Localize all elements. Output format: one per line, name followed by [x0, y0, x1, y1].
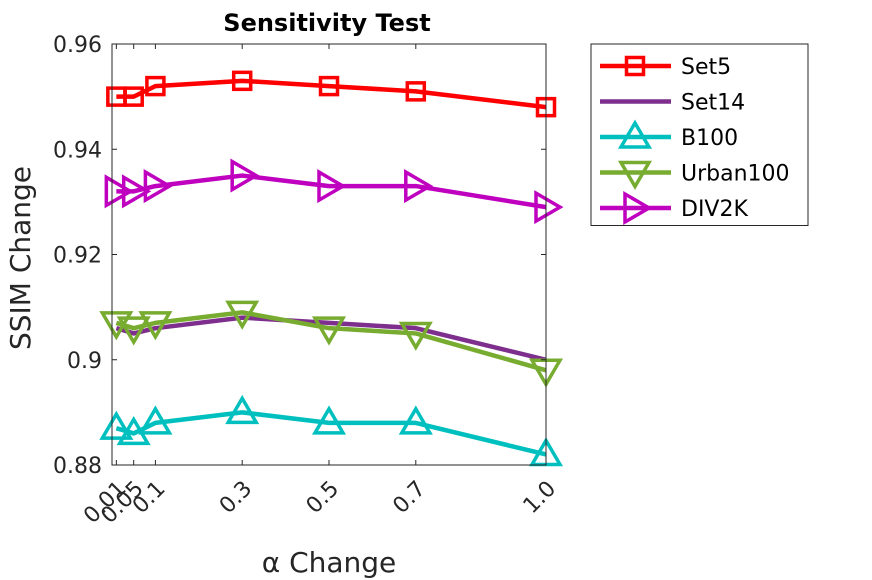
x-tick-label: 0.3: [215, 476, 257, 518]
x-tick-label: 1.0: [519, 476, 561, 518]
data-point-b100: [99, 410, 134, 440]
y-axis-title: SSIM Change: [4, 166, 37, 350]
legend-label: Set14: [681, 91, 745, 116]
legend-marker: [617, 119, 653, 149]
data-point-div2k: [317, 169, 347, 204]
data-point-urban100: [398, 321, 433, 351]
series-layer: [99, 70, 564, 467]
legend-label: Set5: [681, 55, 731, 80]
y-tick-label: 0.88: [53, 454, 102, 479]
legend-label: B100: [681, 126, 738, 151]
legend-marker: [623, 190, 653, 226]
series-line-set14: [115, 315, 547, 362]
legend: Set5 Set14 B100 Urban100 DIV2K: [590, 43, 809, 226]
series-div2k: [104, 158, 564, 225]
data-point-set5: [145, 75, 166, 97]
data-point-set5: [405, 81, 427, 102]
y-tick-label: 0.9: [67, 349, 102, 374]
plot-area: [112, 44, 546, 465]
legend-item-urban100: Urban100: [600, 160, 790, 190]
series-set14: [115, 315, 547, 362]
series-b100: [99, 394, 564, 467]
data-point-b100: [225, 394, 260, 425]
series-line-b100: [115, 410, 547, 457]
legend-item-div2k: DIV2K: [600, 190, 748, 226]
y-tick-label: 0.94: [53, 138, 102, 163]
x-tick-label: 0.7: [389, 476, 431, 518]
x-axis-title: α Change: [262, 546, 397, 579]
y-tick-label: 0.96: [53, 33, 102, 58]
legend-item-set5: Set5: [600, 55, 731, 80]
data-point-div2k: [121, 174, 152, 209]
chart-title: Sensitivity Test: [223, 9, 430, 37]
y-tick-label: 0.92: [53, 244, 102, 269]
data-point-urban100: [138, 311, 173, 341]
data-point-b100: [138, 405, 173, 435]
data-point-div2k: [104, 174, 134, 209]
data-point-div2k: [534, 190, 564, 225]
data-point-set5: [123, 86, 144, 107]
data-point-b100: [311, 405, 347, 435]
x-tick-label: 0.5: [302, 476, 344, 518]
legend-label: DIV2K: [681, 197, 748, 222]
legend-marker: [624, 55, 646, 77]
series-line-urban100: [115, 310, 547, 373]
data-point-urban100: [225, 300, 260, 330]
data-point-div2k: [143, 169, 173, 204]
series-urban100: [99, 300, 564, 388]
data-point-div2k: [404, 169, 434, 204]
series-line-set5: [116, 78, 547, 110]
legend-label: Urban100: [681, 162, 790, 187]
data-point-urban100: [311, 316, 347, 346]
data-point-urban100: [116, 316, 151, 346]
legend-item-b100: B100: [600, 119, 738, 151]
data-point-b100: [398, 405, 433, 435]
data-point-set5: [231, 70, 253, 92]
legend-item-set14: Set14: [600, 91, 745, 116]
data-point-set5: [318, 75, 340, 97]
legend-marker: [617, 160, 653, 190]
data-point-div2k: [230, 158, 260, 193]
